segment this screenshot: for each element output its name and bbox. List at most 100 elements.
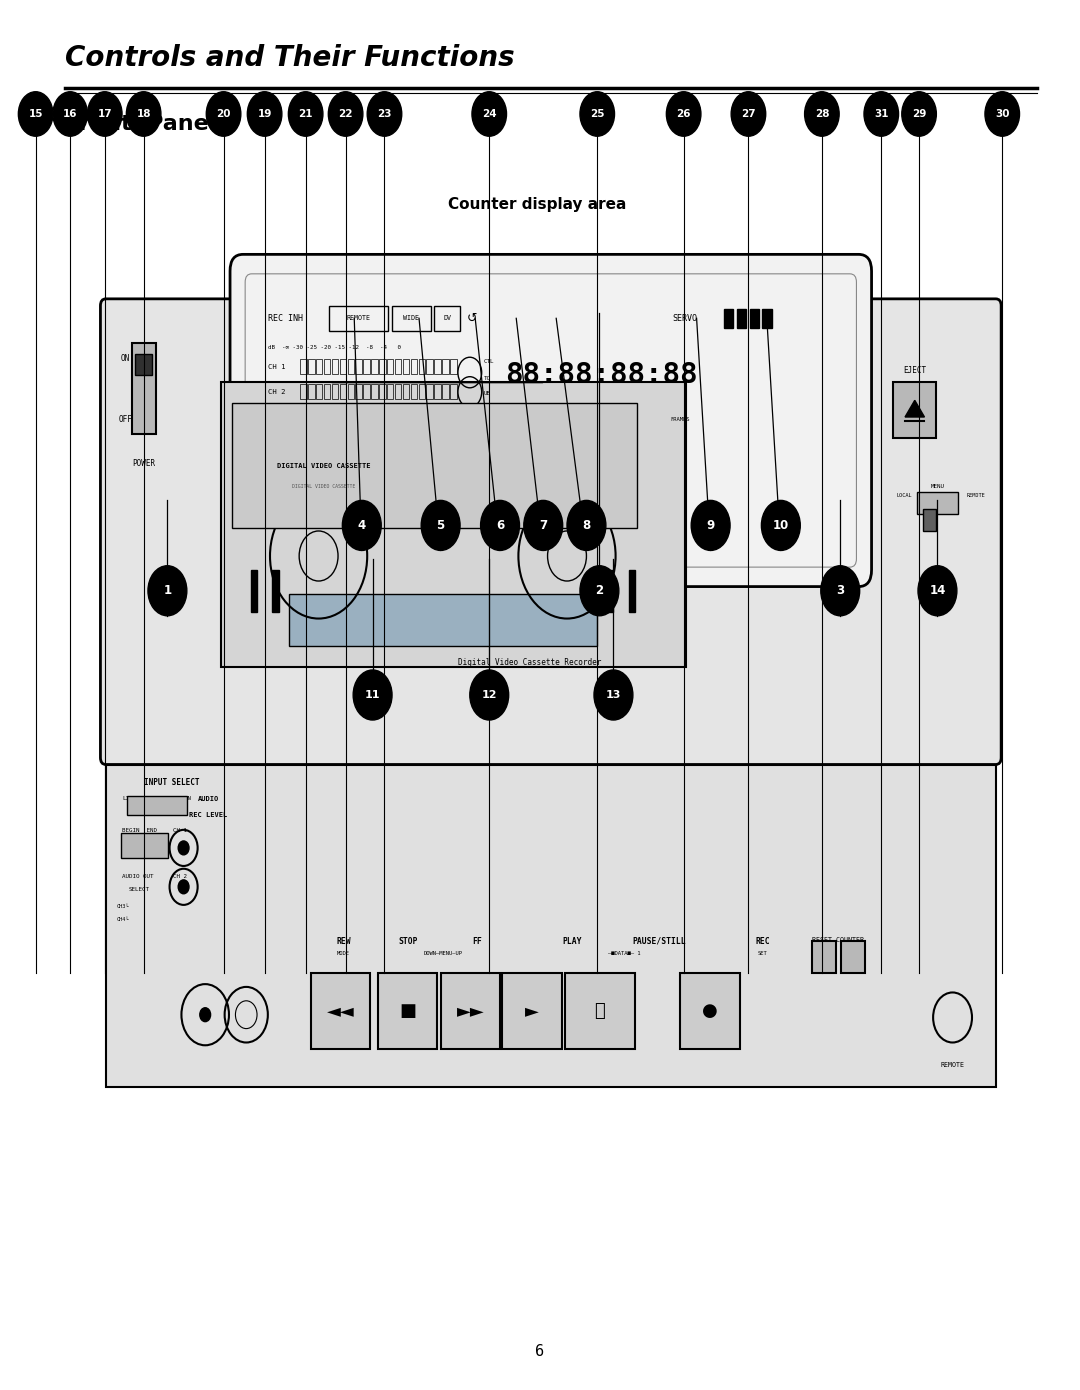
Bar (355, 359, 362, 374)
Text: POWER: POWER (132, 459, 156, 467)
Polygon shape (905, 400, 924, 417)
Circle shape (247, 92, 282, 136)
Text: 28: 28 (814, 108, 829, 120)
Bar (372, 384, 378, 399)
Text: 16: 16 (63, 108, 78, 120)
Text: 10: 10 (772, 518, 789, 532)
FancyBboxPatch shape (100, 299, 1001, 765)
Bar (419, 384, 426, 399)
Circle shape (367, 92, 402, 136)
Text: ►: ► (525, 1002, 539, 1020)
Text: Digital Video Cassette Recorder: Digital Video Cassette Recorder (458, 659, 600, 667)
Text: STOP: STOP (399, 937, 418, 945)
Circle shape (87, 92, 122, 136)
Text: REMOTE: REMOTE (347, 316, 370, 321)
Bar (324, 359, 330, 374)
Bar (434, 359, 441, 374)
Circle shape (580, 92, 615, 136)
Text: 12: 12 (482, 689, 497, 701)
Circle shape (342, 500, 381, 550)
Text: MODE: MODE (337, 951, 350, 956)
Circle shape (126, 92, 161, 136)
Text: 1: 1 (163, 584, 172, 598)
Circle shape (353, 670, 392, 720)
Bar (251, 570, 257, 612)
FancyBboxPatch shape (392, 306, 431, 331)
Circle shape (567, 500, 606, 550)
Text: S-VIDEO: S-VIDEO (144, 796, 165, 802)
Text: 6: 6 (496, 518, 504, 532)
Bar (316, 359, 323, 374)
Text: 21: 21 (298, 108, 313, 120)
Bar (441, 973, 500, 1049)
Bar (300, 359, 307, 374)
Bar (372, 359, 378, 374)
Bar (340, 359, 347, 374)
Text: 29: 29 (912, 108, 927, 120)
Circle shape (805, 92, 839, 136)
Circle shape (731, 92, 766, 136)
Circle shape (472, 92, 507, 136)
Circle shape (288, 92, 323, 136)
Text: 7: 7 (539, 518, 548, 532)
Text: 3: 3 (836, 584, 845, 598)
Bar (724, 309, 733, 328)
Text: REMOTE: REMOTE (967, 493, 985, 499)
Bar (106, 765, 996, 1087)
Bar (363, 384, 369, 399)
Text: 23: 23 (377, 108, 392, 120)
Text: ●: ● (702, 1002, 718, 1020)
Text: ON: ON (121, 354, 131, 363)
Text: ►►: ►► (457, 1002, 484, 1020)
Bar (502, 973, 562, 1049)
Circle shape (421, 500, 460, 550)
Text: 6: 6 (536, 1344, 544, 1359)
Text: 25: 25 (590, 108, 605, 120)
Bar (348, 359, 354, 374)
Bar (410, 359, 417, 374)
Text: 31: 31 (874, 108, 889, 120)
Bar (387, 384, 393, 399)
Circle shape (524, 500, 563, 550)
Bar (629, 570, 635, 612)
Text: OFF: OFF (119, 416, 133, 424)
Circle shape (470, 670, 509, 720)
Text: 22: 22 (338, 108, 353, 120)
Bar (387, 359, 393, 374)
Bar (762, 309, 772, 328)
Text: AUDIO OUT: AUDIO OUT (122, 874, 153, 880)
Bar (442, 384, 448, 399)
Text: 2: 2 (595, 584, 604, 598)
Text: LOCAL: LOCAL (897, 493, 913, 499)
Text: AUDIO: AUDIO (198, 796, 219, 802)
Text: REW: REW (336, 937, 351, 945)
Circle shape (481, 500, 519, 550)
Text: DOWN–MENU–UP: DOWN–MENU–UP (423, 951, 462, 956)
Bar (379, 359, 386, 374)
Circle shape (594, 670, 633, 720)
Text: MINUTES: MINUTES (563, 417, 586, 423)
Circle shape (200, 1008, 211, 1022)
Text: 13: 13 (606, 689, 621, 701)
Bar (300, 384, 307, 399)
Text: REMOTE: REMOTE (941, 1062, 964, 1068)
Bar (450, 384, 457, 399)
Bar (565, 973, 635, 1049)
Text: CH 1: CH 1 (173, 828, 187, 834)
Text: 88:88:88:88: 88:88:88:88 (505, 361, 698, 389)
Bar (363, 359, 369, 374)
Text: REC INH: REC INH (268, 314, 302, 322)
Text: ⏸: ⏸ (595, 1002, 605, 1020)
Bar (434, 384, 441, 399)
Text: 26: 26 (676, 108, 691, 120)
Text: OPTION: OPTION (173, 796, 191, 802)
Text: CH 1: CH 1 (268, 364, 285, 370)
Bar (221, 382, 686, 667)
Text: ↺: ↺ (467, 311, 477, 325)
Bar (355, 384, 362, 399)
Bar (316, 384, 323, 399)
Text: REC LEVEL: REC LEVEL (189, 812, 227, 817)
FancyBboxPatch shape (230, 254, 872, 587)
Text: 18: 18 (136, 108, 151, 120)
Circle shape (178, 880, 189, 894)
